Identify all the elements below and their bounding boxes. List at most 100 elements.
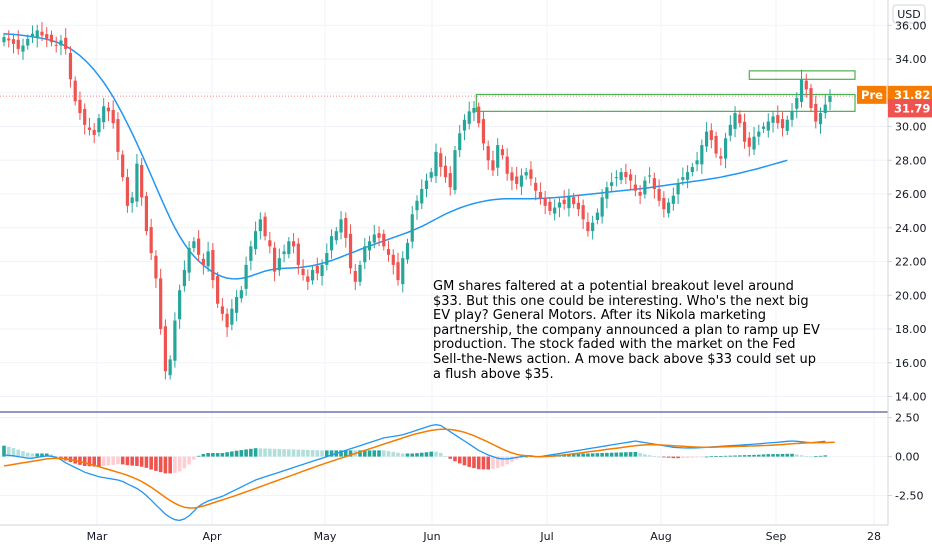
candle-body xyxy=(624,172,628,178)
candle xyxy=(629,168,633,191)
macd-histogram-bar xyxy=(438,452,443,457)
candle xyxy=(633,174,637,197)
macd-histogram-bar xyxy=(287,449,291,457)
macd-histogram-bar xyxy=(652,455,657,457)
macd-histogram-bar xyxy=(647,455,652,457)
candle-body xyxy=(600,197,604,217)
candle xyxy=(386,240,391,262)
candle-body xyxy=(121,154,125,178)
macd-histogram-bar xyxy=(600,453,604,457)
candle-body xyxy=(477,106,481,124)
candle xyxy=(244,256,248,296)
macd-histogram-bar xyxy=(130,456,134,466)
macd-histogram-bar xyxy=(362,450,367,457)
macd-histogram-bar xyxy=(249,448,253,457)
candle-body xyxy=(258,219,262,232)
price-tick-label: 14.00 xyxy=(895,391,927,404)
candle-body xyxy=(666,202,671,214)
price-tick-label: 30.00 xyxy=(895,121,927,134)
time-tick-label: Aug xyxy=(650,530,671,543)
macd-histogram-bar xyxy=(614,452,619,457)
candle-body xyxy=(410,214,414,242)
macd-histogram-bar xyxy=(605,452,609,457)
macd-histogram-bar xyxy=(657,456,661,458)
candle xyxy=(415,195,419,220)
time-tick-label: Apr xyxy=(202,530,222,543)
candle-body xyxy=(40,31,44,36)
currency-box xyxy=(892,4,926,24)
price-tick-label: 34.00 xyxy=(895,53,927,66)
candle xyxy=(168,355,172,380)
candle-body xyxy=(690,167,694,173)
candle xyxy=(78,91,82,120)
candle xyxy=(206,241,210,272)
macd-histogram-bar xyxy=(2,445,6,457)
candle-body xyxy=(249,246,253,261)
macd-histogram-bar xyxy=(676,456,680,459)
macd-histogram-bar xyxy=(25,452,30,457)
candle-body xyxy=(505,156,509,174)
candle xyxy=(92,123,96,144)
candle-body xyxy=(752,136,756,150)
candle xyxy=(747,132,751,157)
macd-histogram-bar xyxy=(695,456,699,458)
breakout-zone-box xyxy=(475,93,856,112)
resistance-boxes xyxy=(475,70,856,112)
macd-histogram-bar xyxy=(310,450,315,457)
candle-body xyxy=(648,175,652,177)
candle-body xyxy=(263,216,267,237)
macd-histogram-bar xyxy=(78,456,82,465)
candle xyxy=(453,145,457,195)
candle-body xyxy=(529,169,533,179)
candle xyxy=(619,167,623,185)
candle-body xyxy=(733,113,737,129)
macd-histogram-bar xyxy=(419,452,424,457)
candle xyxy=(125,168,130,213)
candle xyxy=(372,224,376,249)
macd-histogram-bar xyxy=(443,455,448,457)
candle xyxy=(700,139,704,174)
macd-histogram-bar xyxy=(234,450,239,457)
candle xyxy=(443,156,448,183)
candle-body xyxy=(543,197,547,206)
macd-histogram-bar xyxy=(405,453,410,457)
macd-histogram-bar xyxy=(662,456,666,458)
candle-body xyxy=(420,188,424,204)
candle xyxy=(714,131,718,158)
candle-body xyxy=(68,52,73,80)
macd-histogram-bar xyxy=(272,448,277,457)
candle xyxy=(97,113,101,137)
candle-body xyxy=(548,201,552,211)
candle-body xyxy=(396,262,400,281)
candle xyxy=(30,25,35,44)
candle xyxy=(287,237,291,259)
macd-histogram-bar xyxy=(495,456,500,468)
candle-body xyxy=(776,115,780,124)
candle-body xyxy=(372,234,376,243)
macd-histogram-bar xyxy=(790,453,794,457)
macd-histogram-bar xyxy=(453,456,457,462)
candle xyxy=(828,89,832,111)
macd-histogram-bar xyxy=(239,450,244,457)
macd-histogram-bar xyxy=(82,456,87,466)
candle-body xyxy=(534,182,538,191)
macd-histogram-bar xyxy=(306,449,310,457)
candle xyxy=(733,106,737,138)
candle xyxy=(420,179,424,210)
candle-body xyxy=(723,138,728,159)
candle xyxy=(35,24,39,48)
candle xyxy=(396,252,400,286)
candle xyxy=(491,150,495,176)
price-tick-label: 20.00 xyxy=(895,289,927,302)
macd-histogram-bar xyxy=(154,456,158,471)
candle-body xyxy=(586,222,590,232)
candle-body xyxy=(614,177,618,179)
candle-body xyxy=(306,276,310,282)
candle xyxy=(799,69,804,108)
candle-body xyxy=(367,241,372,251)
candle xyxy=(605,181,609,209)
candle xyxy=(486,140,490,170)
candle-body xyxy=(154,255,158,279)
candle xyxy=(405,238,410,264)
